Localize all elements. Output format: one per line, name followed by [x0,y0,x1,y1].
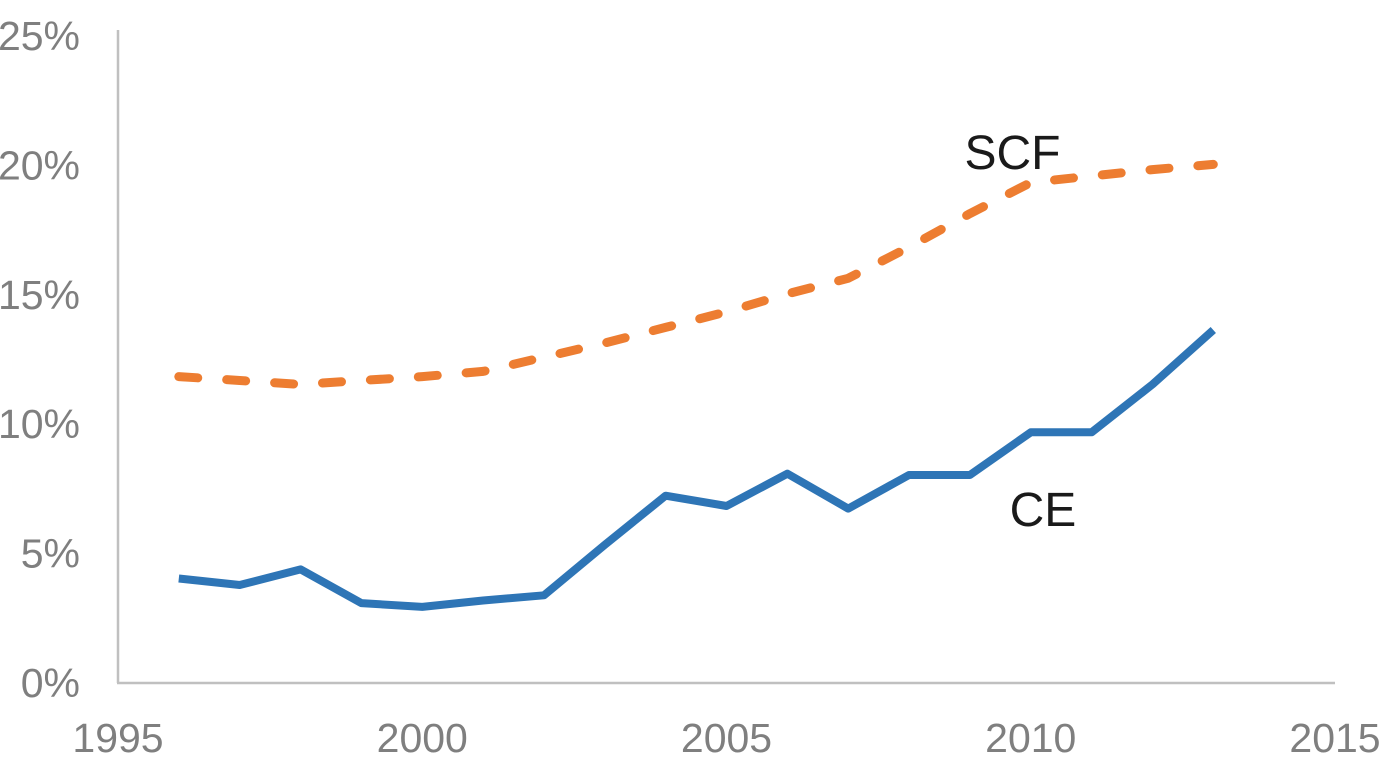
y-axis-tick-label: 15% [0,272,80,318]
series-line-ce [178,327,1216,611]
y-axis-tick-label: 25% [0,13,80,59]
y-axis-tick-label: 20% [0,142,80,188]
scf-series-label: SCF [964,127,1061,181]
x-axis-tick-label: 2010 [985,715,1076,761]
x-axis-tick-label: 2000 [377,715,468,761]
y-axis-tick-label: 0% [21,660,80,706]
x-axis-tick-label: 2005 [681,715,772,761]
series-line-scf [174,159,1218,389]
y-axis-tick-label: 5% [21,531,80,577]
ce-series-label: CE [1009,484,1077,538]
x-axis-tick-label: 1995 [72,715,163,761]
x-axis-tick-label: 2015 [1289,715,1380,761]
y-axis-tick-label: 10% [0,401,80,447]
